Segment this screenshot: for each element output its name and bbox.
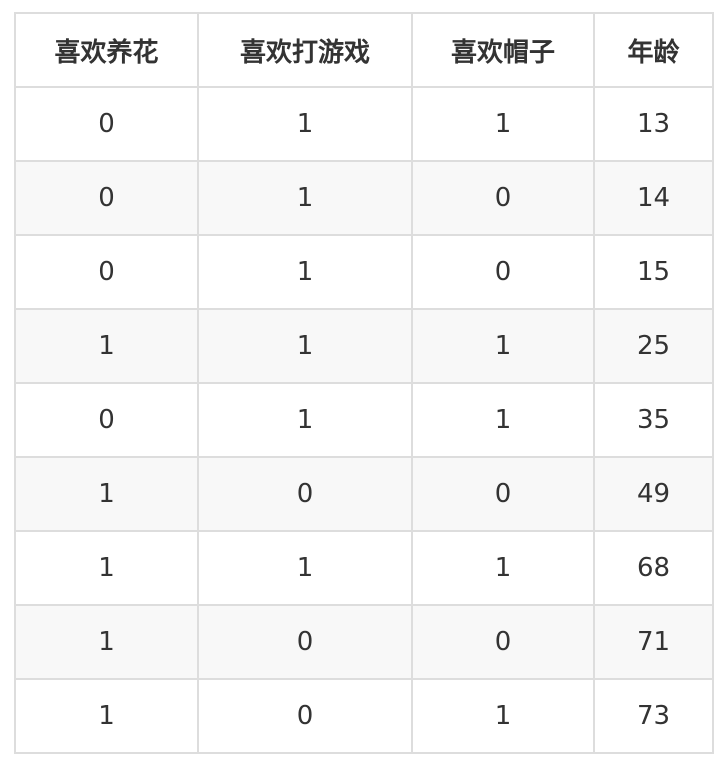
table-cell: 0: [14, 234, 199, 310]
column-header: 喜欢帽子: [411, 12, 595, 88]
table-row: 1 0 0 71: [14, 604, 714, 680]
table-cell: 1: [197, 308, 413, 384]
table-cell: 0: [197, 678, 413, 754]
table-cell: 68: [593, 530, 714, 606]
table-row: 1 0 0 49: [14, 456, 714, 532]
table-cell: 1: [411, 86, 595, 162]
table-cell: 1: [197, 234, 413, 310]
table-cell: 1: [411, 308, 595, 384]
table-row: 0 1 1 35: [14, 382, 714, 458]
table-cell: 35: [593, 382, 714, 458]
table-cell: 1: [197, 530, 413, 606]
table-cell: 1: [197, 382, 413, 458]
table-cell: 25: [593, 308, 714, 384]
table-cell: 0: [411, 604, 595, 680]
table-row: 1 0 1 73: [14, 678, 714, 754]
table-cell: 1: [14, 456, 199, 532]
table-cell: 1: [197, 160, 413, 236]
table-row: 1 1 1 25: [14, 308, 714, 384]
table-cell: 0: [411, 160, 595, 236]
table-cell: 0: [14, 160, 199, 236]
data-table: 喜欢养花 喜欢打游戏 喜欢帽子 年龄 0 1 1 13 0 1 0 14 0 1 0 15 1 1 1 25 0 1 1 3…: [14, 12, 714, 754]
column-header: 喜欢养花: [14, 12, 199, 88]
table-cell: 1: [411, 382, 595, 458]
table-cell: 71: [593, 604, 714, 680]
table-cell: 1: [14, 530, 199, 606]
table-cell: 1: [411, 678, 595, 754]
column-header: 年龄: [593, 12, 714, 88]
header-row: 喜欢养花 喜欢打游戏 喜欢帽子 年龄: [14, 12, 714, 88]
table-cell: 1: [197, 86, 413, 162]
table-cell: 0: [411, 456, 595, 532]
table-cell: 49: [593, 456, 714, 532]
table-cell: 0: [197, 604, 413, 680]
column-header: 喜欢打游戏: [197, 12, 413, 88]
table-cell: 0: [197, 456, 413, 532]
table-cell: 13: [593, 86, 714, 162]
table-cell: 1: [14, 308, 199, 384]
table-cell: 1: [14, 678, 199, 754]
table-cell: 73: [593, 678, 714, 754]
table-row: 0 1 0 15: [14, 234, 714, 310]
table-cell: 15: [593, 234, 714, 310]
table-cell: 0: [14, 86, 199, 162]
table-cell: 1: [411, 530, 595, 606]
table-row: 0 1 0 14: [14, 160, 714, 236]
table-cell: 14: [593, 160, 714, 236]
table-cell: 1: [14, 604, 199, 680]
table-row: 0 1 1 13: [14, 86, 714, 162]
table-row: 1 1 1 68: [14, 530, 714, 606]
table-cell: 0: [14, 382, 199, 458]
table-cell: 0: [411, 234, 595, 310]
